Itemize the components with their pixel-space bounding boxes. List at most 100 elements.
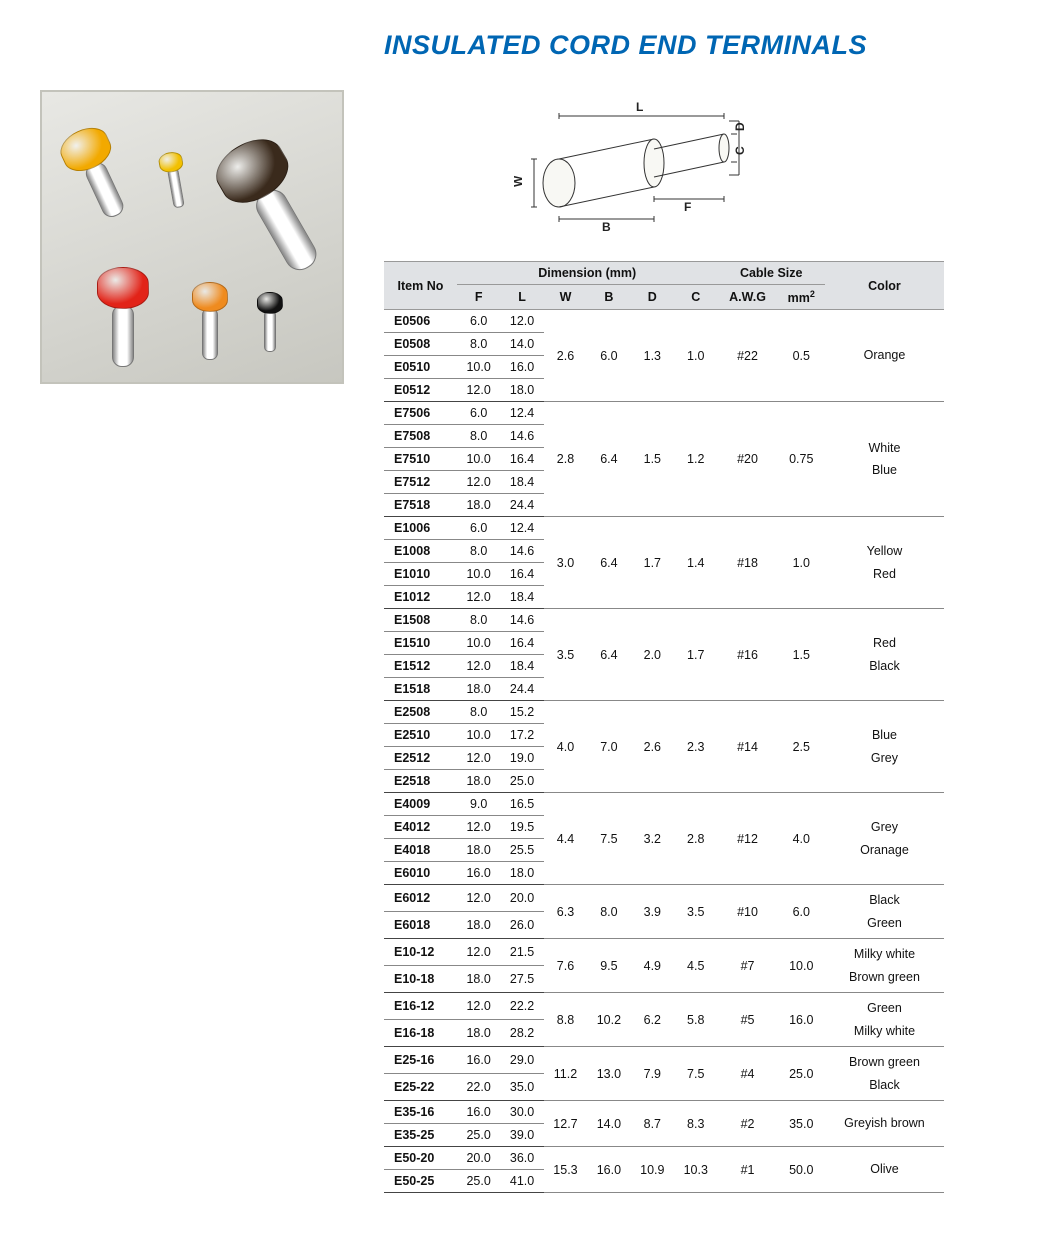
th-w: W: [544, 285, 587, 310]
cell-item: E7506: [384, 402, 457, 425]
cell-item: E1006: [384, 517, 457, 540]
th-item: Item No: [384, 262, 457, 310]
cell-w: 3.0: [544, 517, 587, 609]
cell-l: 27.5: [500, 966, 543, 993]
cell-mm2: 10.0: [778, 939, 825, 993]
cell-d: 6.2: [631, 993, 674, 1047]
cell-l: 16.5: [500, 793, 543, 816]
table-row: E15088.014.63.56.42.01.7#161.5Red Black: [384, 609, 944, 632]
cell-l: 28.2: [500, 1020, 543, 1047]
cell-l: 14.6: [500, 609, 543, 632]
cell-f: 12.0: [457, 379, 500, 402]
cell-w: 12.7: [544, 1101, 587, 1147]
cell-f: 12.0: [457, 655, 500, 678]
th-l: L: [500, 285, 543, 310]
cell-f: 8.0: [457, 701, 500, 724]
cell-item: E6012: [384, 885, 457, 912]
cell-d: 7.9: [631, 1047, 674, 1101]
cell-c: 7.5: [674, 1047, 717, 1101]
diagram-label-c: C: [733, 146, 747, 155]
cell-w: 3.5: [544, 609, 587, 701]
cell-f: 12.0: [457, 471, 500, 494]
cell-mm2: 25.0: [778, 1047, 825, 1101]
cell-l: 21.5: [500, 939, 543, 966]
table-row: E25088.015.24.07.02.62.3#142.5Blue Grey: [384, 701, 944, 724]
cell-color: Greyish brown: [825, 1101, 944, 1147]
cell-f: 16.0: [457, 1047, 500, 1074]
cell-item: E0510: [384, 356, 457, 379]
cell-d: 8.7: [631, 1101, 674, 1147]
cell-f: 10.0: [457, 724, 500, 747]
diagram-label-f: F: [684, 200, 691, 214]
page-title: INSULATED CORD END TERMINALS: [384, 30, 1020, 61]
cell-l: 12.4: [500, 517, 543, 540]
cell-c: 4.5: [674, 939, 717, 993]
cell-item: E10-18: [384, 966, 457, 993]
cell-item: E35-16: [384, 1101, 457, 1124]
cell-f: 8.0: [457, 333, 500, 356]
cell-l: 19.5: [500, 816, 543, 839]
cell-item: E4018: [384, 839, 457, 862]
th-color: Color: [825, 262, 944, 310]
cell-f: 12.0: [457, 586, 500, 609]
table-row: E601212.020.06.38.03.93.5#106.0Black Gre…: [384, 885, 944, 912]
cell-l: 25.5: [500, 839, 543, 862]
cell-l: 15.2: [500, 701, 543, 724]
diagram-label-d: D: [733, 122, 747, 131]
table-row: E05066.012.02.66.01.31.0#220.5Orange: [384, 310, 944, 333]
cell-f: 10.0: [457, 632, 500, 655]
cell-w: 4.4: [544, 793, 587, 885]
cell-mm2: 1.0: [778, 517, 825, 609]
cell-d: 1.3: [631, 310, 674, 402]
cell-awg: #2: [717, 1101, 777, 1147]
cell-l: 39.0: [500, 1124, 543, 1147]
cell-color: Olive: [825, 1147, 944, 1193]
cell-f: 6.0: [457, 402, 500, 425]
table-row: E10066.012.43.06.41.71.4#181.0Yellow Red: [384, 517, 944, 540]
cell-l: 16.4: [500, 448, 543, 471]
terminal-illustration: [207, 128, 339, 285]
cell-f: 6.0: [457, 310, 500, 333]
cell-f: 18.0: [457, 678, 500, 701]
cell-item: E16-18: [384, 1020, 457, 1047]
cell-item: E25-22: [384, 1074, 457, 1101]
cell-color: Brown green Black: [825, 1047, 944, 1101]
cell-l: 14.6: [500, 425, 543, 448]
cell-f: 16.0: [457, 862, 500, 885]
cell-item: E4012: [384, 816, 457, 839]
cell-f: 18.0: [457, 966, 500, 993]
cell-b: 13.0: [587, 1047, 630, 1101]
cell-l: 18.4: [500, 471, 543, 494]
dimension-diagram: L F B W D C: [514, 91, 754, 231]
cell-w: 8.8: [544, 993, 587, 1047]
cell-item: E50-20: [384, 1147, 457, 1170]
cell-f: 18.0: [457, 770, 500, 793]
cell-l: 16.4: [500, 632, 543, 655]
diagram-label-w: W: [514, 175, 525, 187]
cell-l: 24.4: [500, 678, 543, 701]
cell-l: 18.4: [500, 586, 543, 609]
cell-l: 18.0: [500, 862, 543, 885]
cell-awg: #10: [717, 885, 777, 939]
cell-f: 10.0: [457, 448, 500, 471]
cell-f: 10.0: [457, 356, 500, 379]
cell-item: E4009: [384, 793, 457, 816]
cell-l: 14.6: [500, 540, 543, 563]
cell-c: 2.3: [674, 701, 717, 793]
th-mm2: mm2: [778, 285, 825, 310]
cell-l: 22.2: [500, 993, 543, 1020]
cell-item: E7508: [384, 425, 457, 448]
table-row: E35-1616.030.012.714.08.78.3#235.0Greyis…: [384, 1101, 944, 1124]
cell-l: 18.4: [500, 655, 543, 678]
cell-f: 18.0: [457, 1020, 500, 1047]
cell-l: 18.0: [500, 379, 543, 402]
cell-color: Yellow Red: [825, 517, 944, 609]
cell-d: 3.9: [631, 885, 674, 939]
cell-b: 6.0: [587, 310, 630, 402]
cell-mm2: 0.75: [778, 402, 825, 517]
cell-l: 17.2: [500, 724, 543, 747]
cell-b: 6.4: [587, 609, 630, 701]
cell-awg: #16: [717, 609, 777, 701]
table-row: E25-1616.029.011.213.07.97.5#425.0Brown …: [384, 1047, 944, 1074]
cell-item: E2518: [384, 770, 457, 793]
